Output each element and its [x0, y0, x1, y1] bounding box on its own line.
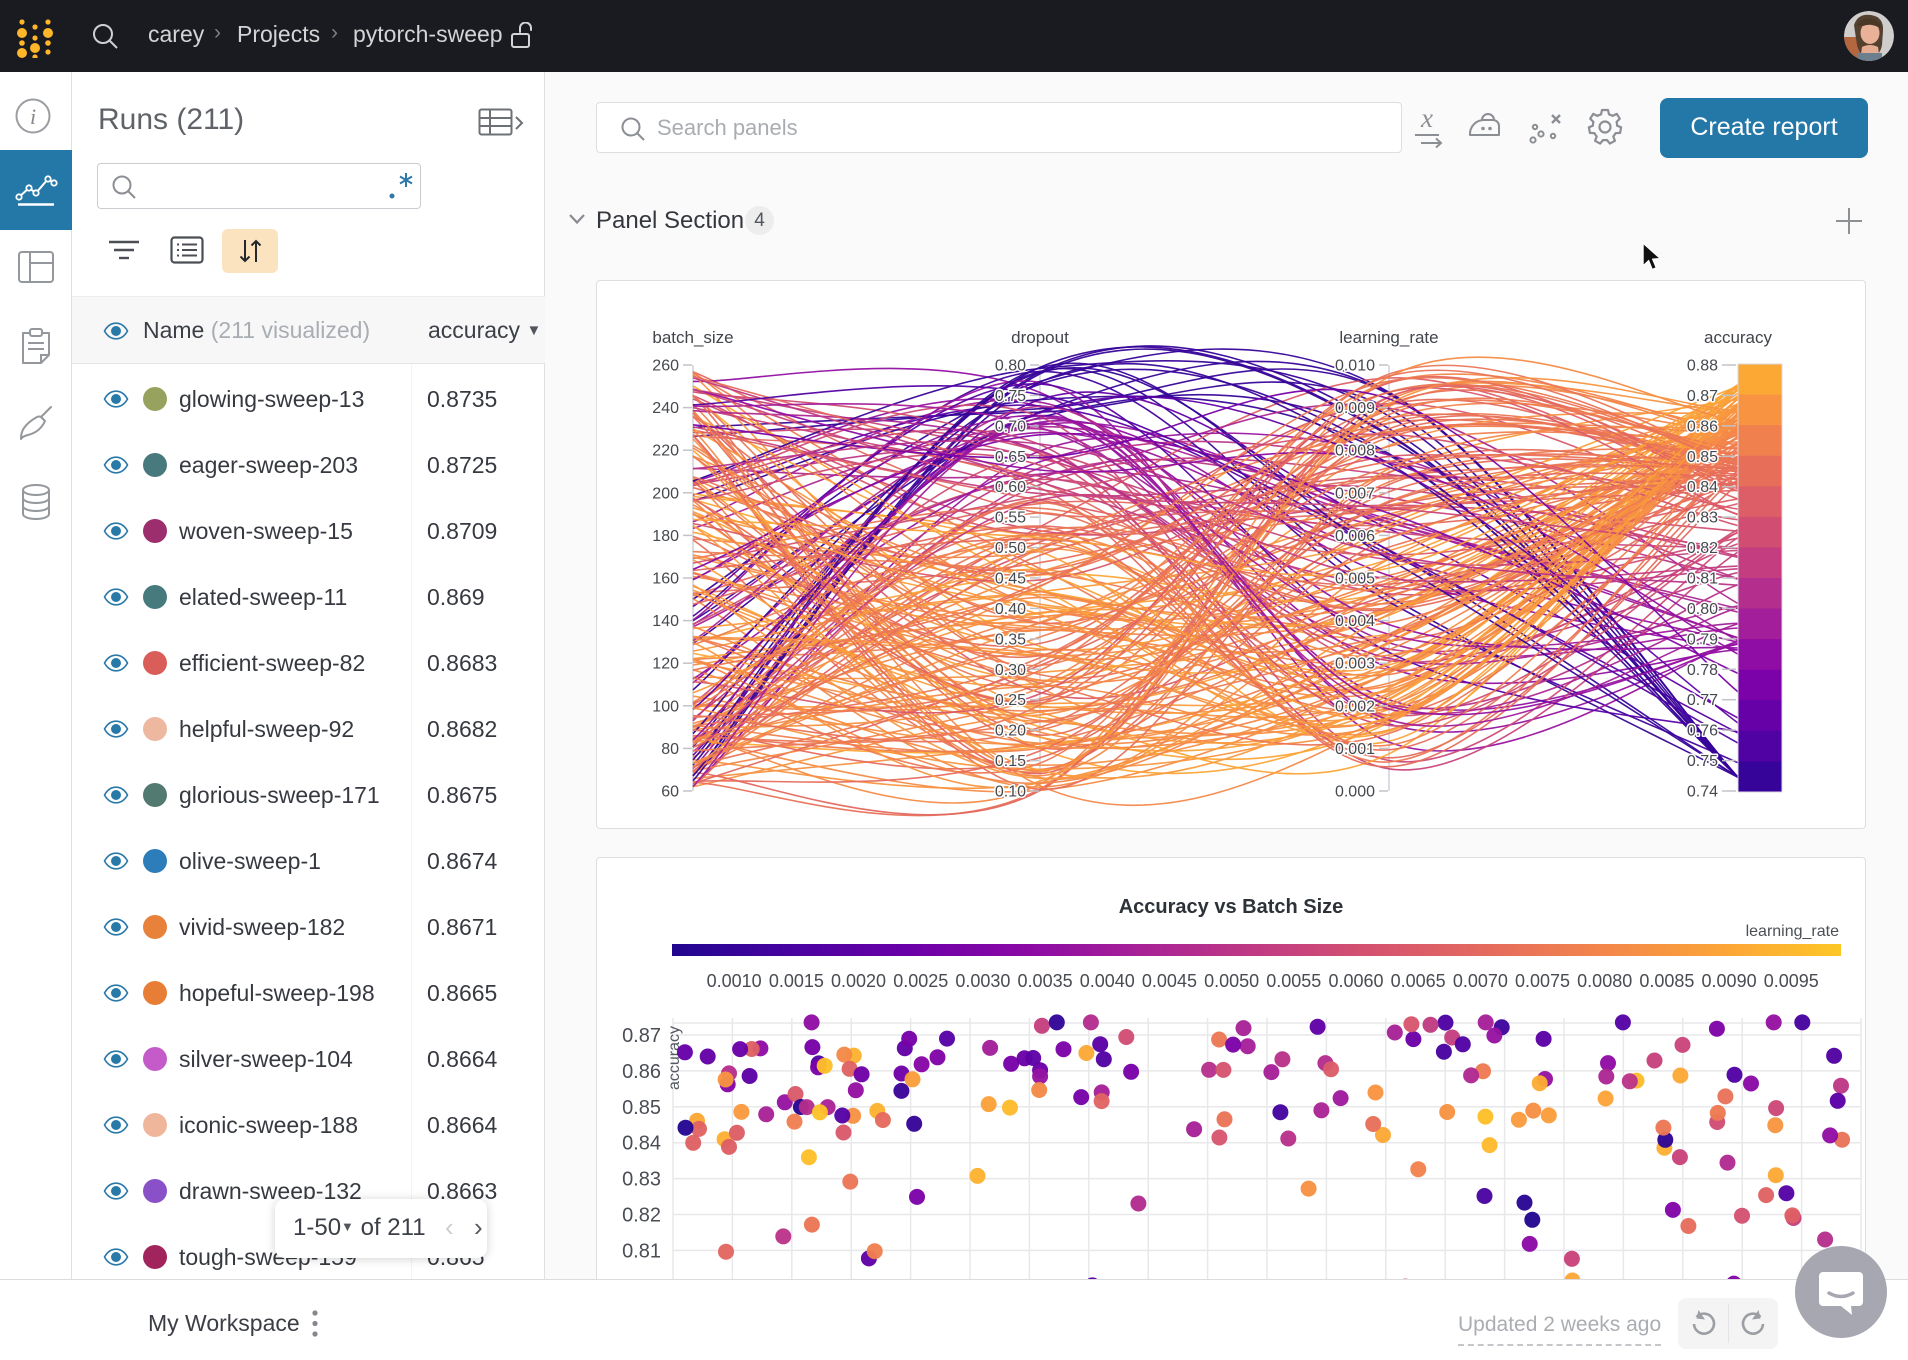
svg-text:0.84: 0.84: [622, 1133, 661, 1155]
svg-text:0.0090: 0.0090: [1702, 971, 1757, 991]
svg-text:0.004: 0.004: [1335, 613, 1375, 630]
svg-text:160: 160: [652, 571, 679, 588]
svg-text:0.45: 0.45: [995, 571, 1026, 588]
svg-text:accuracy: accuracy: [666, 1026, 683, 1090]
svg-text:0.005: 0.005: [1335, 571, 1375, 588]
svg-text:0.35: 0.35: [995, 631, 1026, 648]
svg-text:0.0065: 0.0065: [1391, 971, 1446, 991]
svg-text:0.0035: 0.0035: [1018, 971, 1073, 991]
svg-text:learning_rate: learning_rate: [1746, 923, 1840, 940]
svg-text:0.0075: 0.0075: [1515, 971, 1570, 991]
svg-text:0.0085: 0.0085: [1639, 971, 1694, 991]
svg-text:dropout: dropout: [1011, 328, 1069, 347]
svg-text:0.0015: 0.0015: [769, 971, 824, 991]
svg-text:0.0050: 0.0050: [1204, 971, 1259, 991]
svg-text:0.0025: 0.0025: [893, 971, 948, 991]
svg-text:0.81: 0.81: [1687, 571, 1718, 588]
svg-text:0.75: 0.75: [995, 388, 1026, 405]
svg-text:0.83: 0.83: [1687, 510, 1718, 527]
svg-text:0.87: 0.87: [622, 1025, 661, 1047]
svg-text:0.85: 0.85: [622, 1097, 661, 1119]
svg-text:0.88: 0.88: [1687, 358, 1718, 375]
svg-text:220: 220: [652, 443, 679, 460]
svg-text:80: 80: [661, 741, 679, 758]
svg-text:260: 260: [652, 358, 679, 375]
svg-text:0.55: 0.55: [995, 510, 1026, 527]
svg-text:0.25: 0.25: [995, 692, 1026, 709]
svg-text:0.65: 0.65: [995, 449, 1026, 466]
svg-text:0.70: 0.70: [995, 418, 1026, 435]
svg-text:0.000: 0.000: [1335, 784, 1375, 801]
svg-text:0.0030: 0.0030: [955, 971, 1010, 991]
svg-text:0.84: 0.84: [1687, 479, 1718, 496]
svg-text:0.0060: 0.0060: [1328, 971, 1383, 991]
svg-text:0.001: 0.001: [1335, 741, 1375, 758]
svg-text:0.0045: 0.0045: [1142, 971, 1197, 991]
svg-text:0.10: 0.10: [995, 784, 1026, 801]
svg-text:180: 180: [652, 528, 679, 545]
svg-text:Accuracy vs Batch Size: Accuracy vs Batch Size: [1119, 896, 1344, 918]
svg-text:0.77: 0.77: [1687, 692, 1718, 709]
svg-text:0.0020: 0.0020: [831, 971, 886, 991]
svg-text:200: 200: [652, 485, 679, 502]
svg-text:0.0010: 0.0010: [707, 971, 762, 991]
svg-text:0.75: 0.75: [1687, 753, 1718, 770]
svg-text:0.80: 0.80: [1687, 601, 1718, 618]
svg-text:0.82: 0.82: [1687, 540, 1718, 557]
svg-text:0.0055: 0.0055: [1266, 971, 1321, 991]
svg-text:0.0095: 0.0095: [1764, 971, 1819, 991]
svg-text:0.86: 0.86: [1687, 418, 1718, 435]
svg-text:0.002: 0.002: [1335, 698, 1375, 715]
svg-text:140: 140: [652, 613, 679, 630]
svg-text:x: x: [1420, 105, 1433, 133]
svg-text:batch_size: batch_size: [652, 328, 733, 347]
svg-text:0.15: 0.15: [995, 753, 1026, 770]
svg-text:0.008: 0.008: [1335, 443, 1375, 460]
svg-text:0.79: 0.79: [1687, 631, 1718, 648]
svg-text:0.009: 0.009: [1335, 400, 1375, 417]
svg-text:0.0070: 0.0070: [1453, 971, 1508, 991]
svg-text:0.74: 0.74: [1687, 784, 1718, 801]
svg-text:0.81: 0.81: [622, 1240, 661, 1262]
svg-text:0.007: 0.007: [1335, 485, 1375, 502]
svg-text:240: 240: [652, 400, 679, 417]
svg-text:0.60: 0.60: [995, 479, 1026, 496]
svg-text:i: i: [30, 104, 36, 129]
svg-text:0.0080: 0.0080: [1577, 971, 1632, 991]
svg-text:0.85: 0.85: [1687, 449, 1718, 466]
svg-text:0.86: 0.86: [622, 1061, 661, 1083]
svg-text:0.80: 0.80: [995, 358, 1026, 375]
svg-text:0.50: 0.50: [995, 540, 1026, 557]
svg-text:0.30: 0.30: [995, 662, 1026, 679]
svg-text:60: 60: [661, 784, 679, 801]
svg-text:120: 120: [652, 656, 679, 673]
svg-text:0.20: 0.20: [995, 723, 1026, 740]
svg-text:0.78: 0.78: [1687, 662, 1718, 679]
svg-text:0.010: 0.010: [1335, 358, 1375, 375]
svg-text:learning_rate: learning_rate: [1339, 328, 1438, 347]
svg-text:100: 100: [652, 698, 679, 715]
svg-text:accuracy: accuracy: [1704, 328, 1773, 347]
svg-text:0.0040: 0.0040: [1080, 971, 1135, 991]
svg-text:0.83: 0.83: [622, 1169, 661, 1191]
svg-text:0.87: 0.87: [1687, 388, 1718, 405]
svg-text:0.40: 0.40: [995, 601, 1026, 618]
svg-text:0.003: 0.003: [1335, 656, 1375, 673]
svg-text:0.006: 0.006: [1335, 528, 1375, 545]
svg-text:0.76: 0.76: [1687, 723, 1718, 740]
svg-text:0.82: 0.82: [622, 1205, 661, 1227]
